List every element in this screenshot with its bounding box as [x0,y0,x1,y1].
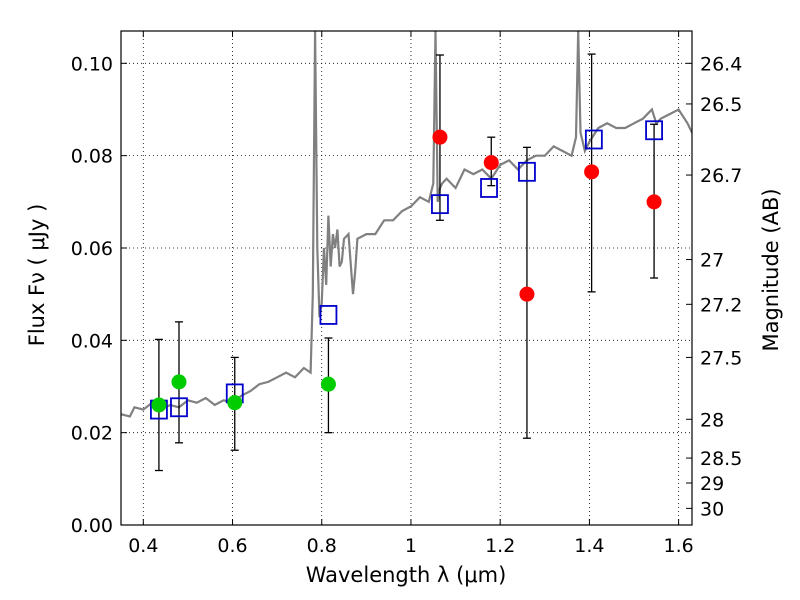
y-axis-title: Flux Fν ( μJy ) [25,204,49,347]
x-tick-label: 0.6 [217,535,247,557]
observed-nir-point [519,286,535,302]
observed-optical-point [227,395,243,411]
model-photometry-square [645,120,663,141]
y-tick-label: 0.04 [71,330,113,352]
model-photometry-square [431,194,449,215]
x-tick-label: 0.4 [128,535,158,557]
x-tick-label: 1 [405,535,417,557]
model-photometry-square [319,305,338,325]
y-tick-label: 0.08 [71,146,113,168]
grid [121,31,692,526]
observed-optical-point [151,397,167,413]
model-photometry-square [170,397,188,418]
magnitude-tick-label: 26.4 [700,53,742,75]
observed-nir-point [483,155,499,171]
x-axis-title: Wavelength λ (μm) [306,563,507,587]
magnitude-tick-label: 26.5 [700,94,742,116]
model-spectrum-line [121,31,692,418]
model-photometry-square [480,178,498,198]
y-tick-label: 0.02 [71,423,113,445]
y-tick-label: 0.10 [71,53,113,75]
model-photometry-square [518,161,536,182]
observed-optical-point [320,376,336,392]
model-spectrum [121,31,692,418]
markers [150,120,663,420]
axis-ticks [121,31,692,526]
magnitude-tick-label: 26.7 [700,165,742,187]
observed-nir-point [432,129,448,145]
magnitude-tick-label: 27.2 [700,294,742,316]
magnitude-axis-title: Magnitude (AB) [759,188,783,351]
observed-nir-point [584,164,600,180]
x-tick-label: 1.6 [664,535,694,557]
magnitude-tick-label: 28 [700,409,724,431]
tick-labels: 0.4 0.6 0.8 1 1.2 1.4 1.6 0.00 0.02 0.04 0.06 0.08 0… [71,53,743,557]
observed-optical-point [171,374,187,390]
magnitude-tick-label: 27.5 [700,347,742,369]
model-photometry-square [584,129,603,150]
magnitude-tick-label: 27 [700,250,724,272]
magnitude-tick-label: 30 [700,498,724,520]
magnitude-tick-label: 28.5 [700,448,742,470]
observed-nir-point [646,194,662,210]
x-tick-label: 1.2 [485,535,515,557]
x-tick-label: 0.8 [307,535,337,557]
x-tick-label: 1.4 [574,535,604,557]
magnitude-tick-label: 29 [700,473,724,495]
plot-area-frame [120,30,693,526]
y-tick-label: 0.00 [71,515,113,537]
y-tick-label: 0.06 [71,238,113,260]
